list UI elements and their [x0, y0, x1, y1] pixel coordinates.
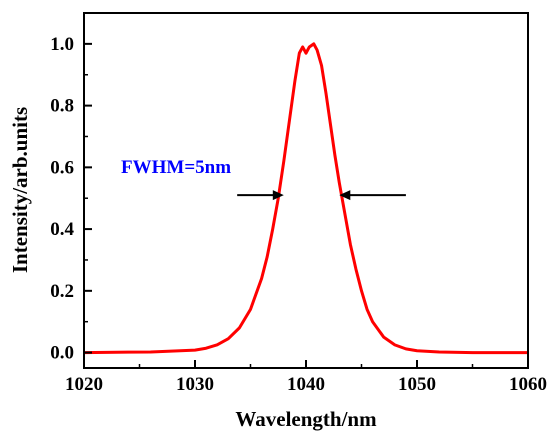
x-tick-label: 1060 [509, 374, 547, 395]
plot-content [83, 42, 528, 355]
y-axis-title: Intensity/arb.units [8, 107, 32, 273]
fwhm-left-arrow [237, 190, 284, 201]
y-tick-label: 1.0 [50, 34, 74, 55]
y-tick-label: 0.6 [50, 157, 74, 178]
y-axis-ticks: 0.0 0.2 0.4 0.6 0.8 1.0 [50, 34, 92, 364]
y-tick-label: 0.4 [50, 219, 74, 240]
y-tick-label: 0.2 [50, 281, 74, 302]
x-tick-label: 1040 [287, 374, 325, 395]
spectrum-line [83, 42, 528, 355]
fwhm-annotation: FWHM=5nm [121, 157, 231, 178]
plot-frame [83, 12, 529, 369]
x-axis-ticks: 1020 1030 1040 1050 1060 [65, 360, 547, 395]
x-tick-label: 1020 [65, 374, 103, 395]
fwhm-right-arrow [339, 190, 406, 201]
x-axis-title: Wavelength/nm [235, 407, 377, 431]
x-tick-label: 1050 [398, 374, 436, 395]
y-tick-label: 0.8 [50, 96, 74, 117]
y-tick-label: 0.0 [50, 343, 74, 364]
x-tick-label: 1030 [176, 374, 214, 395]
